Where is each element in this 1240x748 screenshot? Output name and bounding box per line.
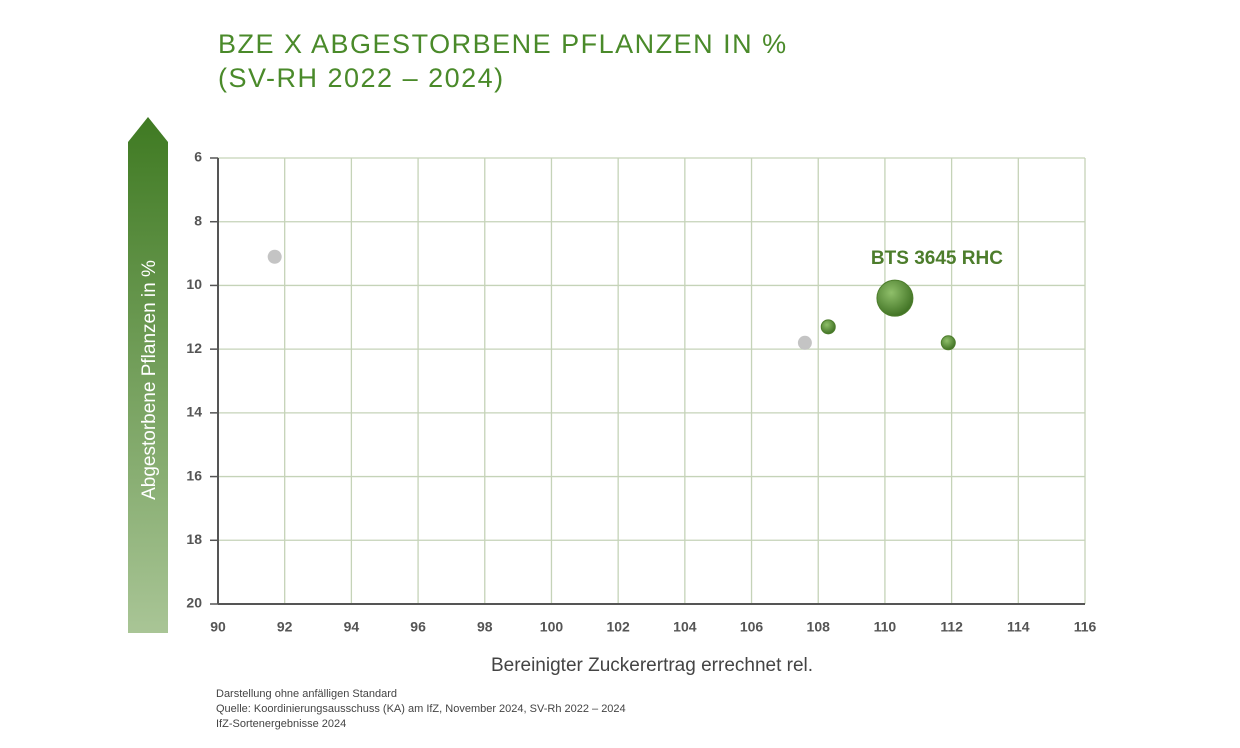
y-tick-label: 8 [194,212,202,228]
point [940,335,956,351]
y-tick-label: 12 [186,340,202,356]
chart-subtitle: (SV-RH 2022 – 2024) [218,63,505,93]
x-axis-label: Bereinigter Zuckerertrag errechnet rel. [491,655,813,676]
chart-title: BZE X ABGESTORBENE PFLANZEN IN % [218,29,788,59]
y-tick-label: 10 [186,276,202,292]
y-axis-label: Abgestorbene Pflanzen in % [139,260,160,500]
x-tick-label: 92 [277,619,293,635]
note: Darstellung ohne anfälligen Standard [216,688,397,700]
note: Quelle: Koordinierungsausschuss (KA) am … [216,703,626,715]
y-tick-label: 6 [194,149,202,165]
x-tick-label: 114 [1007,619,1030,635]
point [797,335,812,350]
y-tick-label: 20 [186,595,202,611]
note: IfZ-Sortenergebnisse 2024 [216,718,346,730]
x-tick-label: 108 [807,619,831,635]
x-tick-label: 100 [540,619,564,635]
point [267,249,282,264]
point [876,279,914,317]
x-tick-label: 104 [673,619,697,635]
point [820,319,836,335]
y-arrow [128,117,168,633]
x-tick-label: 94 [344,619,360,635]
y-tick-label: 18 [186,531,202,547]
y-tick-label: 16 [186,467,202,483]
x-tick-label: 110 [874,619,897,635]
x-tick-label: 116 [1074,619,1097,635]
x-tick-label: 90 [210,619,226,635]
x-tick-label: 106 [740,619,764,635]
x-tick-label: 112 [940,619,963,635]
x-tick-label: 98 [477,619,493,635]
x-tick-label: 102 [606,619,630,635]
y-tick-label: 14 [186,404,202,420]
x-tick-label: 96 [410,619,426,635]
annotation: BTS 3645 RHC [871,248,1003,269]
